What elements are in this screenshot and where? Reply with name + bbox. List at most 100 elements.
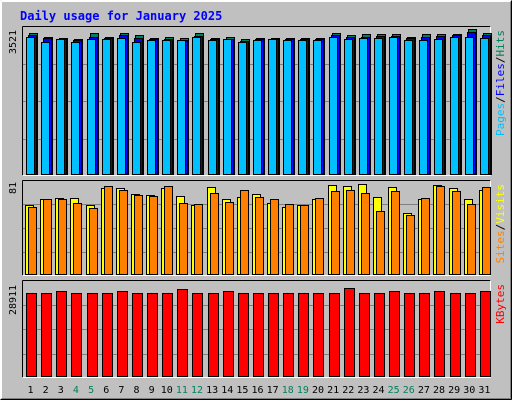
bar-sites-15 [240, 190, 249, 275]
axis-max-kbytes: 28911 [8, 285, 19, 315]
bar-pages-21 [329, 37, 338, 175]
bar-sites-17 [270, 199, 279, 275]
bar-kbytes-12 [192, 293, 203, 377]
bar-pages-1 [26, 37, 35, 175]
x-tick-1: 1 [28, 385, 34, 396]
bar-kbytes-6 [102, 293, 113, 377]
bar-pages-3 [56, 39, 65, 175]
x-tick-19: 19 [297, 385, 309, 396]
panel-traffic [22, 26, 492, 176]
bar-pages-12 [192, 37, 201, 175]
bar-pages-13 [208, 40, 217, 175]
x-tick-16: 16 [251, 385, 263, 396]
x-tick-3: 3 [58, 385, 64, 396]
bar-kbytes-18 [283, 293, 294, 377]
bar-kbytes-8 [132, 293, 143, 377]
bar-pages-6 [102, 39, 111, 175]
x-tick-15: 15 [236, 385, 248, 396]
legend-visits: Visits [494, 184, 507, 224]
bar-sites-4 [73, 203, 82, 275]
bar-pages-20 [313, 40, 322, 175]
bar-pages-7 [117, 38, 126, 175]
bar-pages-16 [253, 40, 262, 175]
legend-kbytes: KBytes [494, 284, 507, 324]
x-tick-10: 10 [161, 385, 173, 396]
axis-max-visitors: 81 [8, 182, 19, 194]
bar-kbytes-23 [359, 293, 370, 377]
bar-kbytes-28 [434, 291, 445, 377]
x-tick-25: 25 [388, 385, 400, 396]
bar-kbytes-4 [71, 293, 82, 377]
x-tick-18: 18 [282, 385, 294, 396]
bar-pages-9 [147, 40, 156, 175]
bar-sites-14 [225, 202, 234, 275]
legend-sites: Sites [494, 230, 507, 263]
bar-pages-31 [480, 38, 489, 175]
legend-slash: / [494, 57, 507, 64]
x-tick-24: 24 [373, 385, 385, 396]
bar-sites-8 [134, 195, 143, 275]
bar-sites-31 [482, 187, 491, 275]
bar-sites-26 [406, 215, 415, 275]
bar-pages-29 [450, 37, 459, 175]
bar-kbytes-9 [147, 293, 158, 377]
x-tick-5: 5 [88, 385, 94, 396]
bar-sites-10 [164, 186, 173, 275]
x-tick-6: 6 [103, 385, 109, 396]
bar-kbytes-22 [344, 288, 355, 377]
bar-sites-2 [43, 199, 52, 275]
x-tick-30: 30 [463, 385, 475, 396]
bar-pages-10 [162, 40, 171, 175]
bar-kbytes-5 [87, 293, 98, 377]
x-tick-8: 8 [133, 385, 139, 396]
bar-pages-27 [419, 40, 428, 175]
bar-pages-24 [374, 38, 383, 175]
x-tick-27: 27 [418, 385, 430, 396]
bar-kbytes-30 [465, 293, 476, 377]
bar-sites-1 [28, 207, 37, 275]
x-tick-9: 9 [149, 385, 155, 396]
bar-pages-26 [404, 40, 413, 175]
bar-kbytes-13 [208, 293, 219, 377]
bar-pages-30 [465, 37, 474, 175]
bar-sites-24 [376, 211, 385, 275]
x-tick-28: 28 [433, 385, 445, 396]
legend-files: Files [494, 63, 507, 96]
axis-max-traffic: 3521 [8, 30, 19, 54]
bar-sites-3 [58, 199, 67, 275]
bar-kbytes-20 [313, 293, 324, 377]
bar-kbytes-15 [238, 293, 249, 377]
bar-kbytes-24 [374, 293, 385, 377]
bar-kbytes-14 [223, 291, 234, 377]
bar-sites-28 [436, 186, 445, 275]
legend-kbytes: KBytes [494, 284, 507, 324]
bar-sites-18 [285, 204, 294, 275]
bar-kbytes-17 [268, 293, 279, 377]
x-tick-20: 20 [312, 385, 324, 396]
bar-sites-7 [119, 190, 128, 275]
bar-pages-5 [87, 39, 96, 175]
legend-hits: Hits [494, 30, 507, 57]
bar-kbytes-10 [162, 293, 173, 377]
bar-pages-11 [177, 40, 186, 175]
legend-traffic: Pages/Files/Hits [494, 30, 507, 136]
bar-kbytes-26 [404, 293, 415, 377]
bar-pages-17 [268, 39, 277, 175]
x-tick-21: 21 [327, 385, 339, 396]
bar-sites-25 [391, 191, 400, 275]
bar-pages-14 [223, 39, 232, 175]
bar-sites-19 [300, 205, 309, 275]
bar-sites-6 [104, 186, 113, 275]
bar-kbytes-16 [253, 293, 264, 377]
x-tick-2: 2 [43, 385, 49, 396]
legend-visitors: Sites/Visits [494, 184, 507, 264]
bar-sites-27 [421, 198, 430, 275]
bar-sites-9 [149, 196, 158, 275]
x-tick-11: 11 [176, 385, 188, 396]
bar-pages-28 [434, 39, 443, 175]
bar-kbytes-21 [329, 293, 340, 377]
bar-sites-11 [179, 203, 188, 275]
bar-kbytes-1 [26, 293, 37, 377]
